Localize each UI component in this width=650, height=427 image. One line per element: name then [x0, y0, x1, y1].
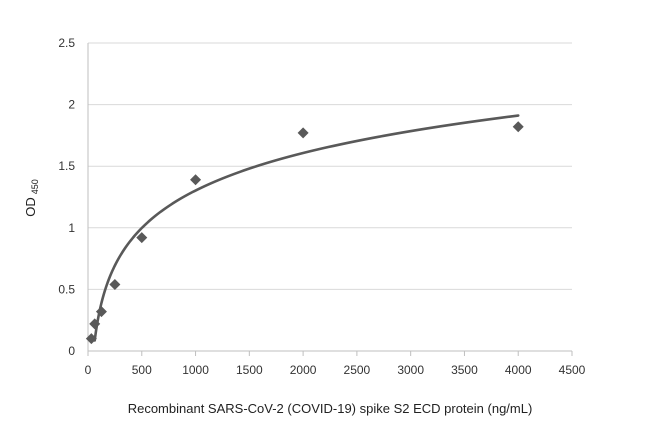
y-tick-label: 0 [68, 344, 75, 358]
x-tick-label: 2500 [344, 363, 371, 377]
x-tick-label: 500 [132, 363, 152, 377]
y-axis-title-main: OD [23, 197, 38, 217]
y-tick-label: 1 [68, 221, 75, 235]
data-point [85, 333, 97, 345]
y-tick-label: 2.5 [58, 36, 75, 50]
data-markers [85, 121, 524, 345]
x-tick-label: 3000 [397, 363, 424, 377]
data-point [109, 278, 121, 290]
x-tick-label: 0 [85, 363, 92, 377]
data-point [95, 306, 107, 318]
y-tick-label: 0.5 [58, 282, 75, 296]
y-tick-labels: 0 0.5 1 1.5 2 2.5 [58, 36, 75, 358]
data-point [512, 121, 524, 133]
x-tick-label: 1500 [236, 363, 263, 377]
trendline [93, 114, 520, 342]
x-tick-label: 2000 [290, 363, 317, 377]
x-tick-labels: 0 500 1000 1500 2000 2500 3000 3500 4000 4500 [85, 363, 586, 377]
data-point [89, 318, 101, 330]
y-tick-label: 2 [68, 98, 75, 112]
y-axis-title: OD 450 [23, 179, 40, 217]
data-point [136, 232, 148, 244]
x-tick-label: 1000 [182, 363, 209, 377]
grid-lines [88, 42, 572, 290]
y-axis-title-subscript: 450 [30, 179, 40, 194]
y-tick-label: 1.5 [58, 159, 75, 173]
x-axis-title: Recombinant SARS-CoV-2 (COVID-19) spike … [128, 401, 533, 416]
x-tick-label: 3500 [451, 363, 478, 377]
x-tick-label: 4500 [559, 363, 586, 377]
data-point [190, 174, 202, 186]
data-point [297, 127, 309, 139]
trendline-group [93, 114, 520, 342]
axes [87, 43, 573, 356]
x-tick-label: 4000 [505, 363, 532, 377]
